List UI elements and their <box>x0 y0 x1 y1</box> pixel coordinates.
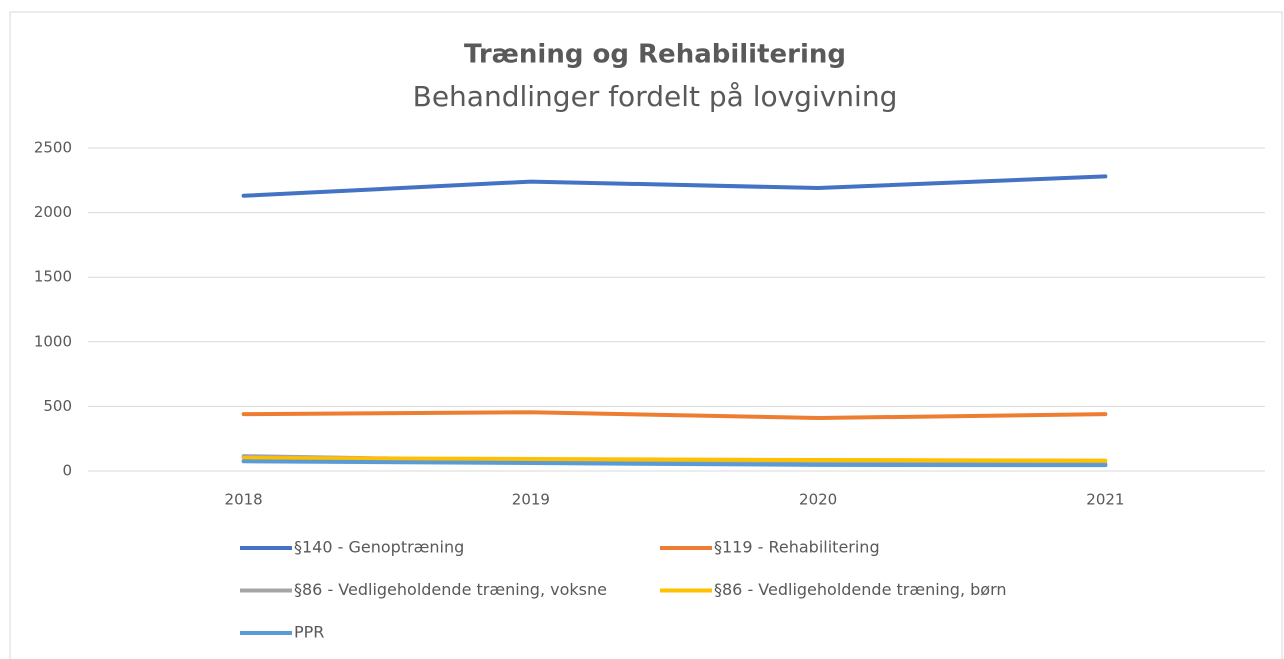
chart-subtitle: Behandlinger fordelt på lovgivning <box>413 80 898 113</box>
y-tick-label: 1000 <box>34 332 72 350</box>
y-tick-label: 1500 <box>34 268 72 286</box>
y-tick-label: 0 <box>62 462 72 480</box>
x-tick-label: 2018 <box>225 491 263 509</box>
legend-label: §86 - Vedligeholdende træning, voksne <box>294 580 607 599</box>
series-line <box>241 459 1108 468</box>
x-tick-label: 2019 <box>512 491 550 509</box>
legend-label: §140 - Genoptræning <box>294 538 464 557</box>
series-line <box>241 456 1108 463</box>
legend-label: PPR <box>294 623 324 642</box>
legend-label: §119 - Rehabilitering <box>714 538 880 557</box>
chart-border <box>9 11 1283 659</box>
y-tick-label: 500 <box>43 397 72 415</box>
x-tick-label: 2020 <box>799 491 837 509</box>
y-tick-label: 2500 <box>34 139 72 157</box>
x-tick-label: 2021 <box>1086 491 1124 509</box>
chart-title: Træning og Rehabilitering <box>464 40 846 70</box>
series-line <box>241 410 1108 421</box>
y-tick-label: 2000 <box>34 203 72 221</box>
series-line <box>241 174 1108 198</box>
legend-label: §86 - Vedligeholdende træning, børn <box>714 580 1007 599</box>
